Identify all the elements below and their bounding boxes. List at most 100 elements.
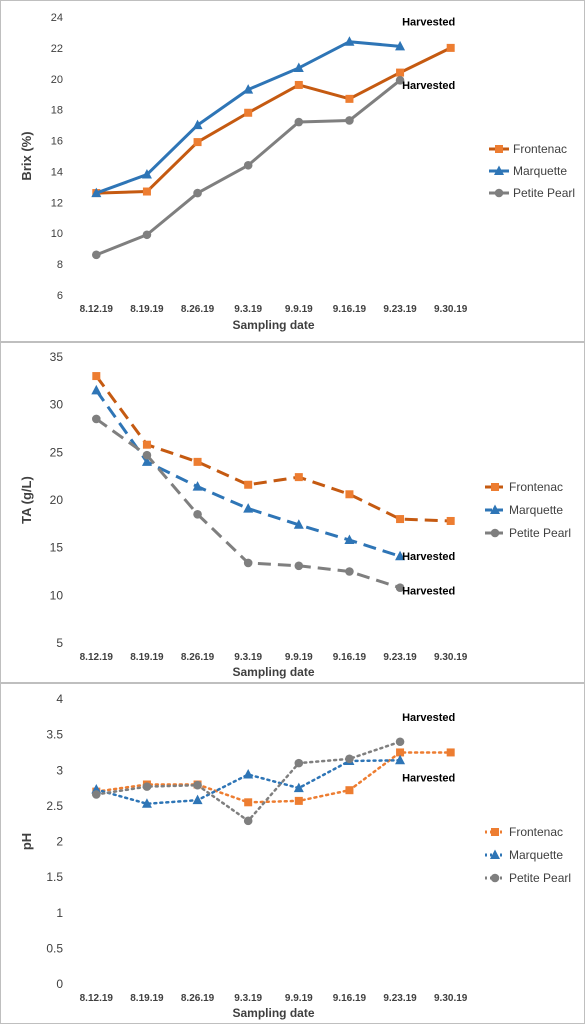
y-tick-label: 3.5 <box>46 728 63 742</box>
legend-square-marker <box>491 483 499 491</box>
x-tick-label: 8.19.19 <box>130 652 164 663</box>
legend-square-marker <box>495 145 503 153</box>
legend-circle-marker <box>494 188 504 198</box>
y-axis-title: TA (g/L) <box>19 476 34 524</box>
data-point <box>294 80 303 89</box>
data-point <box>446 748 455 757</box>
x-axis-ticks: 8.12.19 8.19.19 8.26.19 9.3.19 9.9.19 9.16.19… <box>80 993 468 1004</box>
data-point <box>243 503 254 513</box>
y-tick-label: 4 <box>56 692 63 706</box>
x-tick-label: 9.23.19 <box>383 304 417 315</box>
data-point <box>141 798 152 808</box>
data-point <box>193 138 202 147</box>
data-point <box>244 480 253 489</box>
x-tick-label: 8.19.19 <box>130 304 164 315</box>
data-point <box>193 188 202 198</box>
data-point <box>345 116 354 125</box>
y-tick-label: 16 <box>51 136 63 148</box>
y-tick-label: 0 <box>56 977 63 991</box>
legend-label: Petite Pearl <box>509 526 571 540</box>
data-point <box>142 230 152 240</box>
series-line <box>95 389 401 558</box>
data-point <box>244 798 253 807</box>
series-line <box>95 759 402 805</box>
data-point <box>244 108 253 117</box>
y-axis-ticks: 5 10 15 20 25 30 35 <box>50 350 64 650</box>
legend-label: Petite Pearl <box>509 871 571 885</box>
y-tick-label: 2 <box>56 835 63 849</box>
y-tick-label: 18 <box>51 105 63 117</box>
x-tick-label: 8.12.19 <box>80 652 114 663</box>
data-point <box>345 754 354 764</box>
data-point <box>142 782 152 791</box>
y-tick-label: 35 <box>50 350 64 364</box>
data-point <box>294 796 303 805</box>
data-point <box>192 119 203 130</box>
data-point <box>345 490 354 499</box>
x-tick-label: 9.23.19 <box>383 652 417 663</box>
data-point <box>395 754 406 765</box>
legend: Frontenac Marquette Petite Pearl <box>489 142 575 200</box>
data-point <box>243 769 254 779</box>
y-tick-label: 1.5 <box>46 870 63 884</box>
series-petite-pearl <box>92 76 405 260</box>
legend-square-marker <box>491 828 499 836</box>
x-axis-ticks: 8.12.19 8.19.19 8.26.19 9.3.19 9.9.19 9.16.19… <box>80 304 468 315</box>
x-axis-title: Sampling date <box>232 318 314 332</box>
ph-chart: 0 0.5 1 1.5 2 2.5 3 3.5 4 8.12.19 8.19.19 8.26.19 9.… <box>19 692 571 1020</box>
y-tick-label: 5 <box>56 636 63 650</box>
data-point <box>192 481 203 491</box>
data-point <box>396 68 405 77</box>
data-point <box>345 567 354 576</box>
data-point <box>92 250 101 260</box>
y-tick-label: 14 <box>51 166 63 178</box>
data-point <box>395 583 405 593</box>
y-tick-label: 22 <box>51 43 63 55</box>
legend-label: Marquette <box>513 164 567 178</box>
series-marquette <box>91 384 406 561</box>
legend-circle-marker <box>490 873 500 883</box>
ta-chart-panel: 5 10 15 20 25 30 35 8.12.19 8.19.19 8.26.19 9.3.19… <box>0 342 585 683</box>
data-point <box>92 372 101 381</box>
harvested-annotation: Harvested <box>402 17 455 29</box>
data-point <box>294 758 304 768</box>
x-tick-label: 8.26.19 <box>181 993 215 1004</box>
data-point <box>294 561 304 571</box>
x-tick-label: 9.23.19 <box>383 993 417 1004</box>
brix-chart-panel: 6 8 10 12 14 16 18 20 22 24 8.12.19 8.19.19 8.26.19 9… <box>0 0 585 342</box>
data-point <box>91 187 102 198</box>
x-tick-label: 9.16.19 <box>333 652 367 663</box>
data-point <box>396 515 405 524</box>
series-petite-pearl <box>92 737 405 826</box>
legend-label: Marquette <box>509 848 563 862</box>
legend-triangle-marker <box>494 165 504 175</box>
data-point <box>142 440 151 449</box>
y-tick-label: 10 <box>51 228 63 240</box>
data-point <box>293 782 304 793</box>
x-tick-label: 9.16.19 <box>333 993 367 1004</box>
data-point <box>193 780 202 790</box>
data-point <box>193 510 202 519</box>
x-tick-label: 9.30.19 <box>434 304 468 315</box>
x-tick-label: 9.3.19 <box>234 652 262 663</box>
legend-label: Frontenac <box>509 825 563 839</box>
series-line <box>95 740 402 823</box>
series-frontenac <box>92 372 455 525</box>
harvested-annotation: Harvested <box>402 551 455 563</box>
y-tick-label: 24 <box>51 12 63 24</box>
data-point <box>446 43 455 52</box>
data-point <box>293 519 304 529</box>
y-tick-label: 20 <box>50 493 64 507</box>
series-line <box>96 46 452 195</box>
x-tick-label: 8.12.19 <box>80 993 114 1004</box>
data-point <box>293 62 304 72</box>
legend-label: Petite Pearl <box>513 186 575 200</box>
data-point <box>446 516 455 525</box>
series-petite-pearl <box>92 414 405 593</box>
x-axis-title: Sampling date <box>232 1006 314 1020</box>
data-point <box>142 450 152 460</box>
y-tick-label: 15 <box>50 541 64 555</box>
harvested-annotation: Harvested <box>402 712 455 724</box>
legend-label: Marquette <box>509 503 563 517</box>
data-point <box>243 558 253 568</box>
